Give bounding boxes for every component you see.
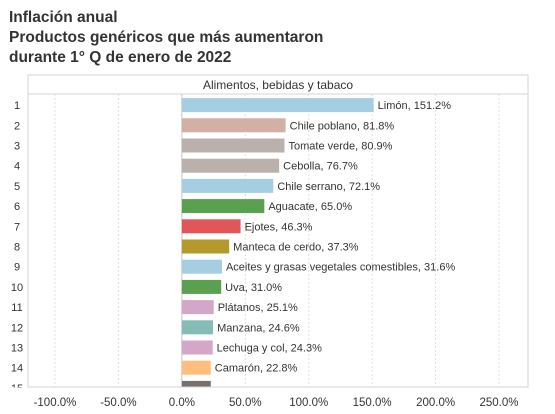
row-rank-label: 5 (14, 181, 20, 193)
bar-data-label: Lechuga y col, 24.3% (217, 343, 322, 355)
bar-data-label: Ejotes, 46.3% (245, 221, 313, 233)
row-rank-label: 9 (14, 262, 20, 274)
bar (181, 178, 274, 193)
x-tick-label: 0.0% (169, 397, 195, 409)
chart-title-line-3: durante 1° Q de enero de 2022 (9, 49, 232, 66)
x-tick-label: 250.0% (479, 397, 518, 409)
bar-data-label: Cebolla, 76.7% (283, 161, 358, 173)
row-rank-label: 1 (14, 100, 20, 112)
x-tick-label: -50.0% (100, 397, 136, 409)
row-rank-label: 4 (14, 161, 20, 173)
x-tick-label: 150.0% (353, 397, 392, 409)
row-rank-label: 14 (11, 363, 23, 375)
bar-data-label: Uva, 31.0% (225, 282, 282, 294)
bar (181, 279, 222, 294)
row-rank-label: 10 (11, 282, 23, 294)
bar-data-label: Tomate verde, 80.9% (288, 141, 392, 153)
bar (181, 118, 286, 133)
x-tick-label: 200.0% (416, 397, 455, 409)
x-tick-label: 50.0% (229, 397, 262, 409)
row-rank-label: 2 (14, 120, 20, 132)
bar (181, 199, 265, 214)
row-rank-label: 8 (14, 242, 20, 254)
bar (181, 239, 230, 254)
row-rank-label: 11 (11, 302, 22, 314)
bar (181, 340, 213, 355)
bar (181, 320, 214, 335)
bottom-mask (0, 387, 555, 414)
bar (181, 259, 222, 274)
x-tick-label: 100.0% (289, 397, 328, 409)
bar (181, 98, 374, 113)
bar-data-label: Camarón, 22.8% (215, 363, 298, 375)
chart-title-line-2: Productos genéricos que más aumentaron (9, 29, 324, 46)
bar (181, 380, 211, 387)
bar-data-label: Chile poblano, 81.8% (290, 120, 395, 132)
row-rank-label: 3 (14, 141, 20, 153)
row-rank-label: 6 (14, 201, 20, 213)
chart-title-line-1: Inflación anual (9, 9, 118, 26)
bar-data-label: Aceites y grasas vegetales comestibles, … (226, 262, 456, 274)
row-rank-label: 7 (14, 221, 20, 233)
bar-data-label: Limón, 151.2% (378, 100, 452, 112)
bar-data-label: Manzana, 24.6% (217, 322, 300, 334)
bar (181, 360, 211, 375)
bar-data-label: Chile serrano, 72.1% (277, 181, 380, 193)
row-rank-label: 13 (11, 343, 23, 355)
bar-data-label: Aguacate, 65.0% (268, 201, 352, 213)
panel-header-label: Alimentos, bebidas y tabaco (203, 78, 353, 92)
bar (181, 219, 241, 234)
row-rank-label: 12 (11, 322, 23, 334)
bar (181, 158, 280, 173)
bar (181, 300, 214, 315)
bar (181, 138, 285, 153)
x-tick-label: -100.0% (34, 397, 77, 409)
bar-data-label: Manteca de cerdo, 37.3% (233, 242, 359, 254)
bar-data-label: Plátanos, 25.1% (218, 302, 298, 314)
